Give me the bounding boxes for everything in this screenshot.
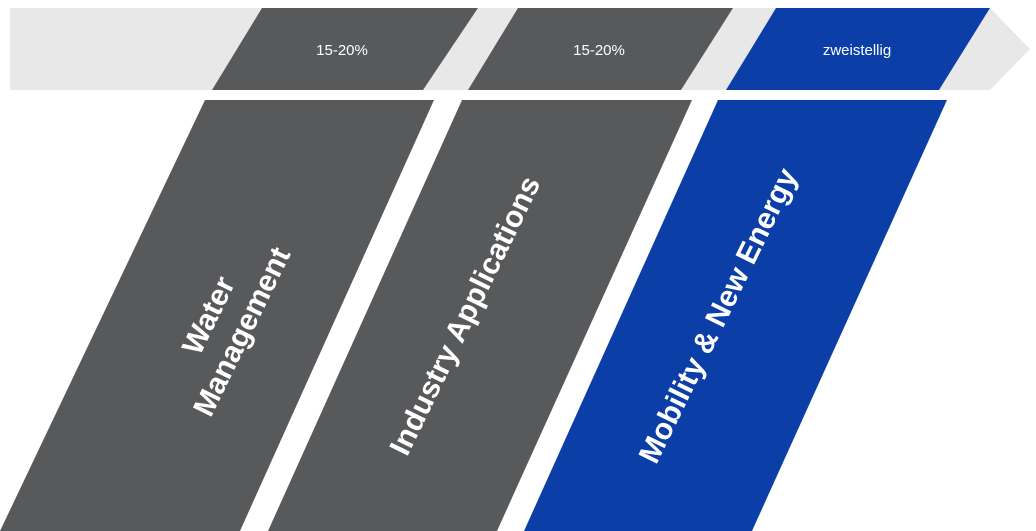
rate-label-mobility: zweistellig xyxy=(823,42,891,59)
segment-industry-applications xyxy=(268,100,692,531)
rate-label-water: 15-20% xyxy=(316,42,368,59)
rate-box-industry xyxy=(468,8,733,90)
rate-box-water xyxy=(212,8,478,90)
rate-box-mobility xyxy=(726,8,990,90)
segment-mobility-new-energy xyxy=(524,100,947,531)
segment-water-management xyxy=(0,100,434,531)
rate-label-industry: 15-20% xyxy=(573,42,625,59)
